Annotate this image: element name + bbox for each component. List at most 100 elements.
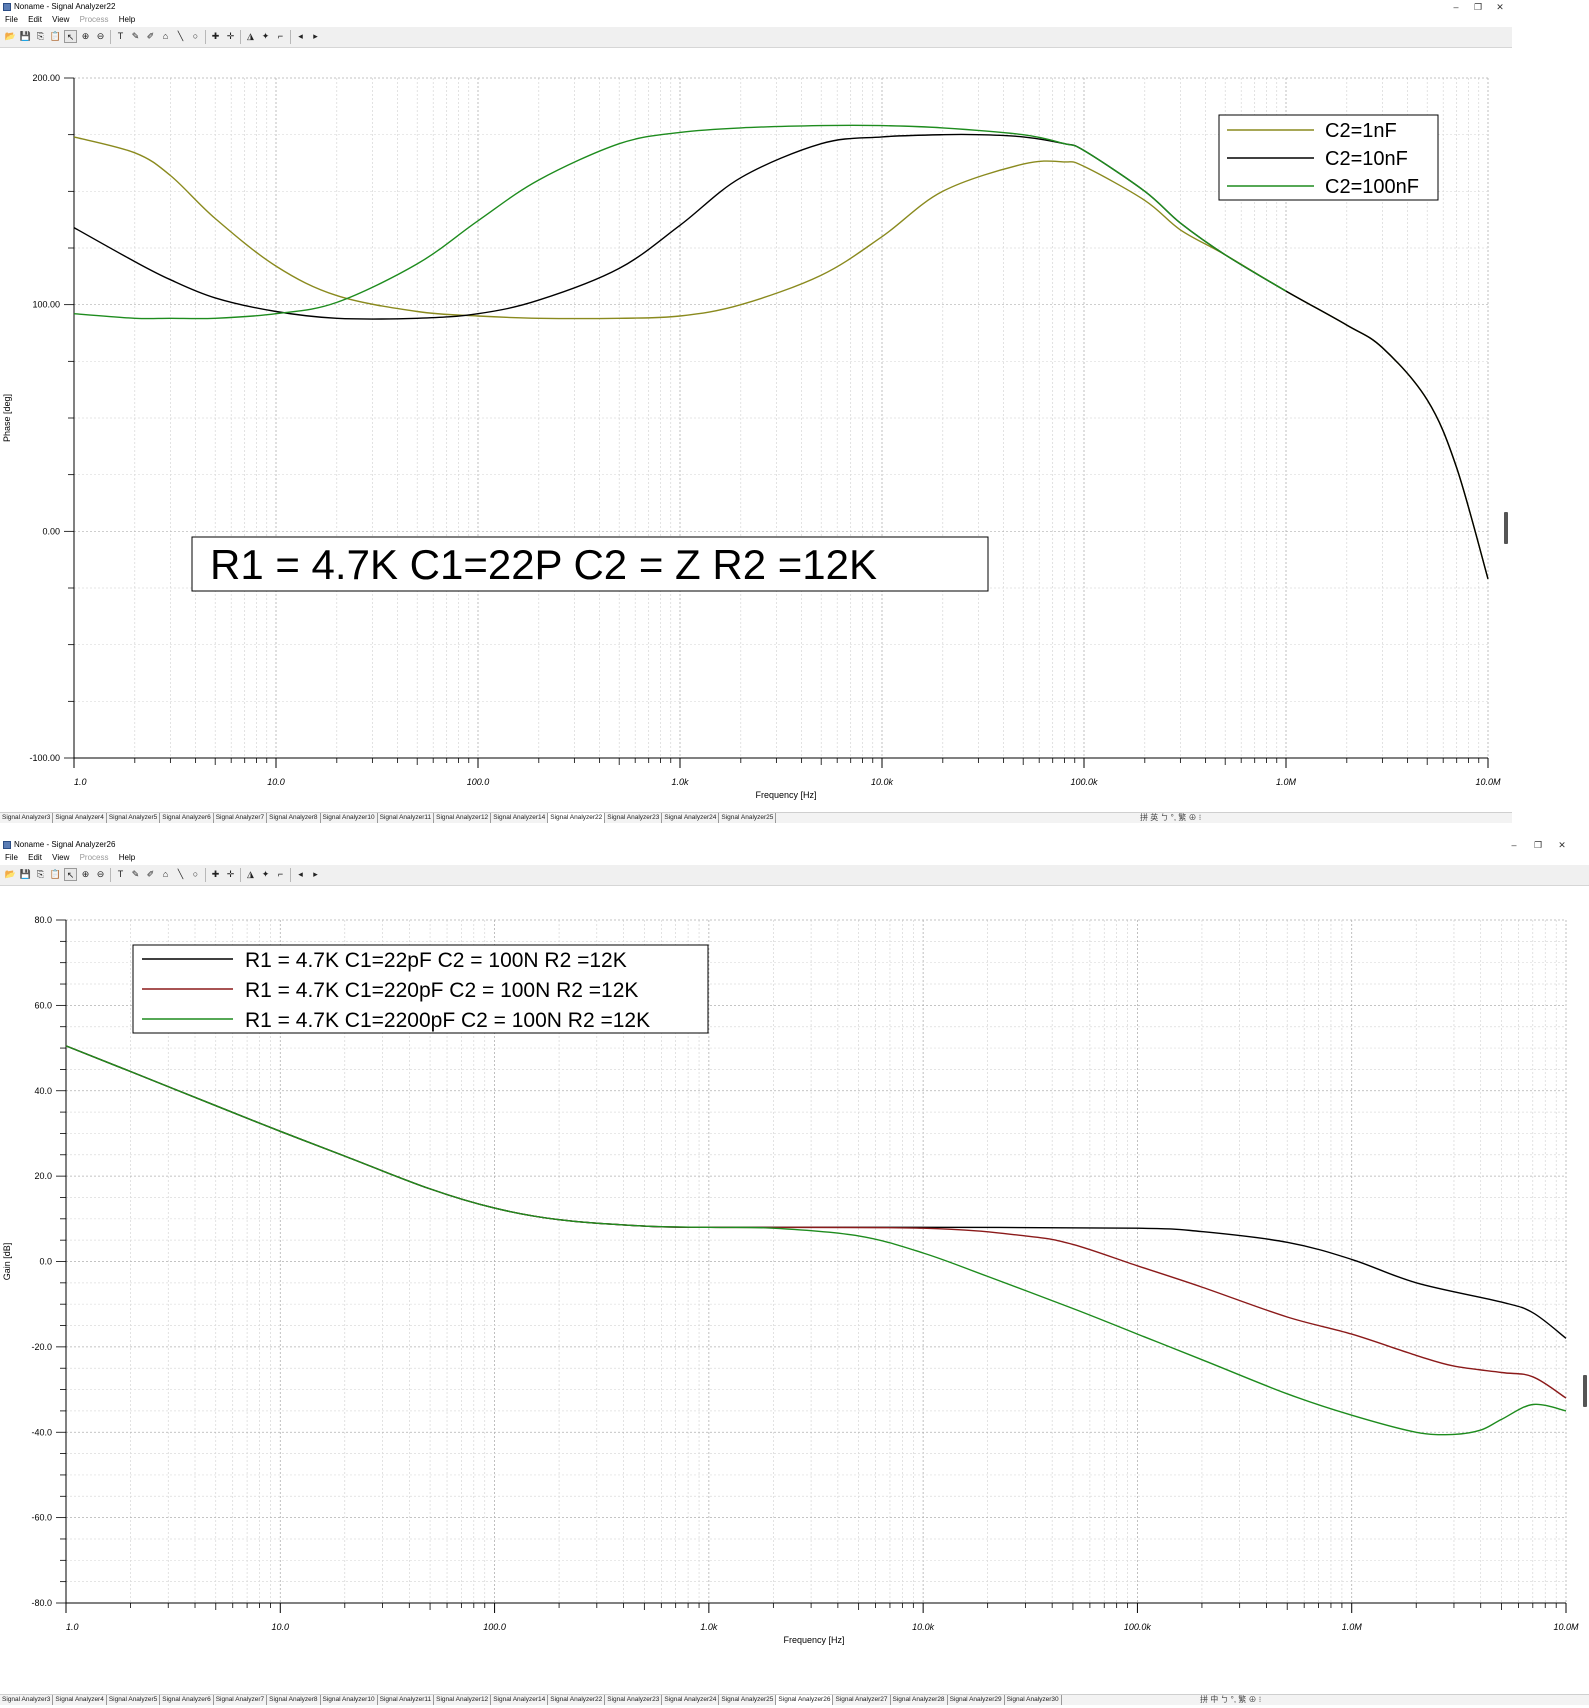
analyzer-tab[interactable]: Signal Analyzer5 xyxy=(107,813,161,823)
analyzer-tab[interactable]: Signal Analyzer30 xyxy=(1005,1695,1062,1705)
menu-view[interactable]: View xyxy=(52,853,70,862)
menu-help[interactable]: Help xyxy=(118,15,136,24)
menu-bar: File Edit View Process Help xyxy=(0,852,1589,864)
menu-file[interactable]: File xyxy=(5,853,18,862)
marker-icon[interactable]: ◮ xyxy=(247,31,254,41)
minimize-icon[interactable]: – xyxy=(1511,840,1517,850)
arrow-icon[interactable]: ⌐ xyxy=(277,31,284,41)
pen-edit-icon[interactable]: ✐ xyxy=(146,869,155,879)
analyzer-tab[interactable]: Signal Analyzer23 xyxy=(605,813,663,823)
menu-view[interactable]: View xyxy=(52,15,70,24)
paste-icon[interactable]: 📋 xyxy=(49,31,62,41)
scroll-grip[interactable] xyxy=(1583,1375,1587,1407)
legend-label: R1 = 4.7K C1=2200pF C2 = 100N R2 =12K xyxy=(245,1009,650,1032)
analyzer-tab[interactable]: Signal Analyzer28 xyxy=(891,1695,948,1705)
analyzer-tab[interactable]: Signal Analyzer22 xyxy=(548,813,606,823)
circle-icon[interactable]: ○ xyxy=(192,31,199,41)
analyzer-tab[interactable]: Signal Analyzer25 xyxy=(719,1695,777,1705)
pen-icon[interactable]: ✎ xyxy=(131,31,140,41)
legend-label: C2=10nF xyxy=(1325,148,1408,170)
copy-icon[interactable]: ⎘ xyxy=(36,869,45,879)
ime-status: 拼 英 ㄅ °, 繁 ⊕ ⁝ xyxy=(1140,813,1202,822)
circle-icon[interactable]: ○ xyxy=(192,869,199,879)
copy-icon[interactable]: ⎘ xyxy=(36,31,45,41)
analyzer-tab[interactable]: Signal Analyzer8 xyxy=(267,1695,321,1705)
analyzer-tab[interactable]: Signal Analyzer7 xyxy=(214,813,268,823)
title-bar[interactable]: Noname - Signal Analyzer26 – ❐ ✕ xyxy=(0,838,1589,852)
analyzer-tab[interactable]: Signal Analyzer14 xyxy=(491,1695,549,1705)
analyzer-tab[interactable]: Signal Analyzer5 xyxy=(107,1695,161,1705)
menu-help[interactable]: Help xyxy=(118,853,136,862)
analyzer-tab[interactable]: Signal Analyzer27 xyxy=(833,1695,891,1705)
toolbar-separator xyxy=(205,868,206,882)
analyzer-tab[interactable]: Signal Analyzer12 xyxy=(434,813,492,823)
analyzer-tab[interactable]: Signal Analyzer11 xyxy=(378,813,435,823)
cursor-a-icon[interactable]: ✚ xyxy=(211,31,220,41)
analyzer-tab[interactable]: Signal Analyzer26 xyxy=(776,1695,834,1705)
save-icon[interactable]: 💾 xyxy=(19,31,32,41)
analyzer-tab[interactable]: Signal Analyzer7 xyxy=(214,1695,268,1705)
menu-edit[interactable]: Edit xyxy=(28,15,42,24)
analyzer-tab[interactable]: Signal Analyzer3 xyxy=(0,813,54,823)
cursor-a-icon[interactable]: ✚ xyxy=(211,869,220,879)
cursor-b-icon[interactable]: ✛ xyxy=(226,869,235,879)
pen-edit-icon[interactable]: ✐ xyxy=(146,31,155,41)
x-tick-label: 1.0 xyxy=(66,1622,79,1632)
text-icon[interactable]: T xyxy=(117,31,124,41)
menu-file[interactable]: File xyxy=(5,15,18,24)
x-tick-label: 1.0M xyxy=(1276,777,1297,787)
restore-icon[interactable]: ❐ xyxy=(1533,840,1543,850)
pointer-icon[interactable]: ↖ xyxy=(64,868,77,881)
minimize-icon[interactable]: – xyxy=(1453,2,1459,12)
open-icon[interactable]: 📂 xyxy=(4,31,17,41)
zoom-out-icon[interactable]: ⊖ xyxy=(96,869,105,879)
close-icon[interactable]: ✕ xyxy=(1496,2,1504,12)
analyzer-tab[interactable]: Signal Analyzer6 xyxy=(160,813,214,823)
analyzer-tab[interactable]: Signal Analyzer3 xyxy=(0,1695,54,1705)
line-icon[interactable]: ╲ xyxy=(177,869,184,879)
menu-process: Process xyxy=(79,853,109,862)
line-icon[interactable]: ╲ xyxy=(177,31,184,41)
analyzer-tab[interactable]: Signal Analyzer23 xyxy=(605,1695,663,1705)
arrow-icon[interactable]: ⌐ xyxy=(277,869,284,879)
zoom-in-icon[interactable]: ⊕ xyxy=(81,869,90,879)
text-icon[interactable]: T xyxy=(117,869,124,879)
prev-icon[interactable]: ◂ xyxy=(298,869,303,879)
zoom-in-icon[interactable]: ⊕ xyxy=(81,31,90,41)
analyzer-tab[interactable]: Signal Analyzer22 xyxy=(548,1695,606,1705)
home-icon[interactable]: ⌂ xyxy=(162,869,169,879)
marker-icon[interactable]: ◮ xyxy=(247,869,254,879)
prev-icon[interactable]: ◂ xyxy=(298,31,303,41)
title-bar[interactable]: Noname - Signal Analyzer22 – ❐ ✕ xyxy=(0,0,1512,14)
analyzer-tab[interactable]: Signal Analyzer10 xyxy=(321,1695,378,1705)
scroll-grip[interactable] xyxy=(1504,512,1508,544)
analyzer-tab[interactable]: Signal Analyzer4 xyxy=(53,813,107,823)
y-tick-label: 60.0 xyxy=(34,1000,52,1010)
save-icon[interactable]: 💾 xyxy=(19,869,32,879)
menu-edit[interactable]: Edit xyxy=(28,853,42,862)
pointer-icon[interactable]: ↖ xyxy=(64,30,77,43)
analyzer-tab[interactable]: Signal Analyzer11 xyxy=(378,1695,435,1705)
close-icon[interactable]: ✕ xyxy=(1558,840,1566,850)
marker2-icon[interactable]: ✦ xyxy=(261,31,270,41)
analyzer-tab[interactable]: Signal Analyzer29 xyxy=(948,1695,1005,1705)
marker2-icon[interactable]: ✦ xyxy=(261,869,270,879)
analyzer-tab[interactable]: Signal Analyzer24 xyxy=(662,813,720,823)
analyzer-tab[interactable]: Signal Analyzer4 xyxy=(53,1695,107,1705)
analyzer-tab[interactable]: Signal Analyzer12 xyxy=(434,1695,492,1705)
cursor-b-icon[interactable]: ✛ xyxy=(226,31,235,41)
restore-icon[interactable]: ❐ xyxy=(1473,2,1483,12)
analyzer-tab[interactable]: Signal Analyzer25 xyxy=(719,813,777,823)
paste-icon[interactable]: 📋 xyxy=(49,869,62,879)
next-icon[interactable]: ▸ xyxy=(313,31,318,41)
analyzer-tab[interactable]: Signal Analyzer8 xyxy=(267,813,321,823)
next-icon[interactable]: ▸ xyxy=(313,869,318,879)
pen-icon[interactable]: ✎ xyxy=(131,869,140,879)
analyzer-tab[interactable]: Signal Analyzer10 xyxy=(321,813,378,823)
analyzer-tab[interactable]: Signal Analyzer6 xyxy=(160,1695,214,1705)
open-icon[interactable]: 📂 xyxy=(4,869,17,879)
home-icon[interactable]: ⌂ xyxy=(162,31,169,41)
zoom-out-icon[interactable]: ⊖ xyxy=(96,31,105,41)
analyzer-tab[interactable]: Signal Analyzer14 xyxy=(491,813,549,823)
analyzer-tab[interactable]: Signal Analyzer24 xyxy=(662,1695,720,1705)
